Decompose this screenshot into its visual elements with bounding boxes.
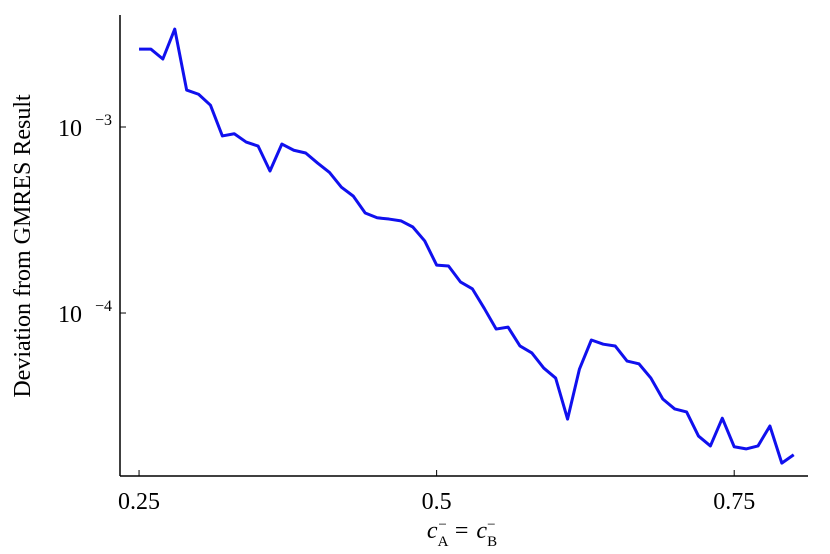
y-tick-base: 10 [58,302,82,328]
x-label-part: B [487,534,497,550]
y-tick-label: 10 −4 [58,298,112,328]
y-axis-label: Deviation from GMRES Result [10,94,36,398]
y-tick-base: 10 [58,116,82,142]
y-tick-exponent: −3 [95,112,112,129]
x-label-part: − [487,517,495,533]
x-label-part: = [455,518,469,544]
x-label-part: A [438,534,449,550]
x-tick-label: 0.75 [713,489,755,515]
x-label-part: c [427,518,438,544]
x-tick-label: 0.5 [422,489,452,515]
x-label-part: − [438,517,446,533]
x-axis-label: cA− = cB− [427,517,497,550]
y-tick-exponent: −4 [95,298,112,315]
x-label-part: c [476,518,487,544]
line [139,27,795,465]
x-tick-label: 0.25 [118,489,160,515]
y-tick-label: 10 −3 [58,112,112,142]
